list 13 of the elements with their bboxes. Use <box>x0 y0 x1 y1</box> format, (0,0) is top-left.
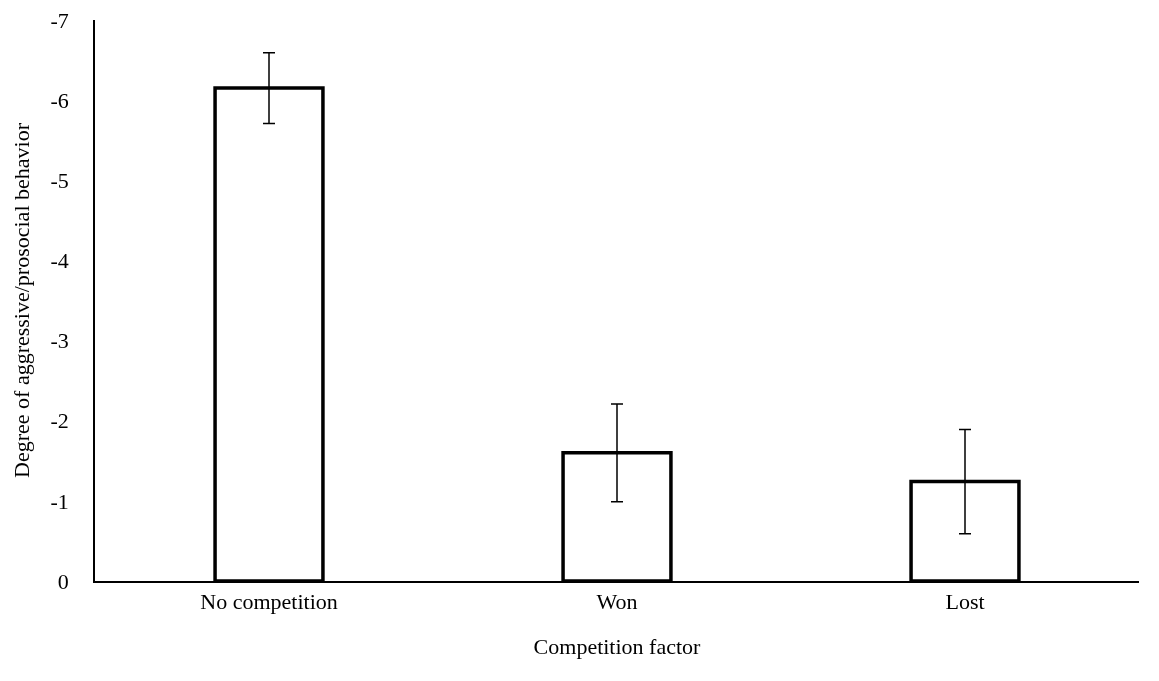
y-tick-label: -1 <box>50 488 69 514</box>
y-tick-label: -7 <box>50 7 69 33</box>
x-tick-label: Lost <box>945 589 985 615</box>
x-axis-title: Competition factor <box>533 633 702 659</box>
y-tick-label: 0 <box>57 568 69 594</box>
y-tick-label: -2 <box>50 408 69 434</box>
y-axis-title: Degree of aggressive/prosocial behavior <box>8 122 34 478</box>
x-tick-label: No competition <box>200 589 338 615</box>
y-tick-label: -4 <box>50 248 69 274</box>
y-tick-label: -3 <box>50 328 69 354</box>
y-tick-label: -6 <box>50 87 69 113</box>
x-tick-label: Won <box>596 589 638 615</box>
y-tick-label: -5 <box>50 167 69 193</box>
